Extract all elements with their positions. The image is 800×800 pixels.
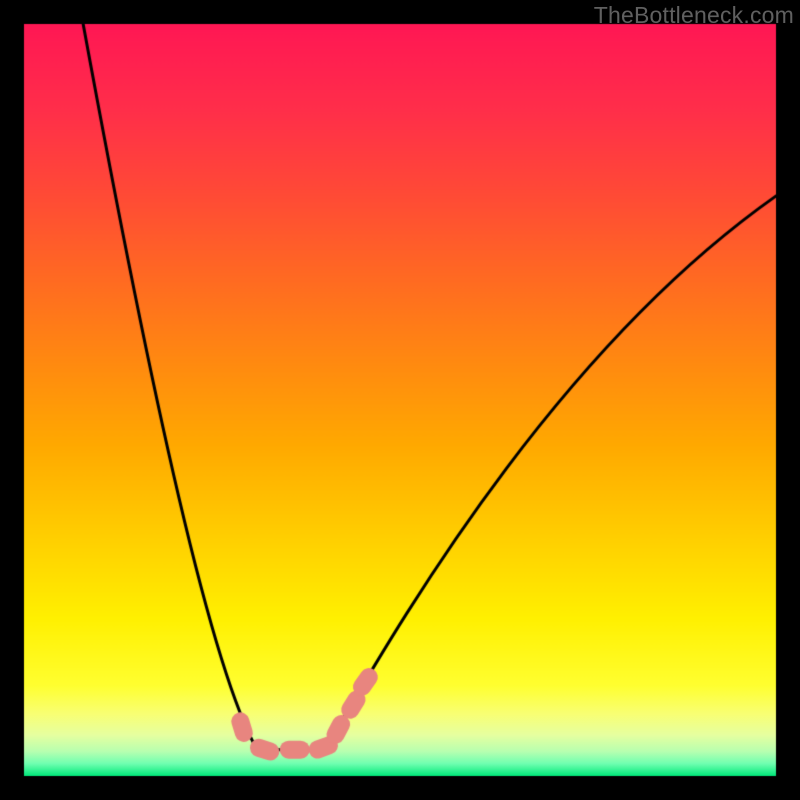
bottleneck-chart bbox=[0, 0, 800, 800]
